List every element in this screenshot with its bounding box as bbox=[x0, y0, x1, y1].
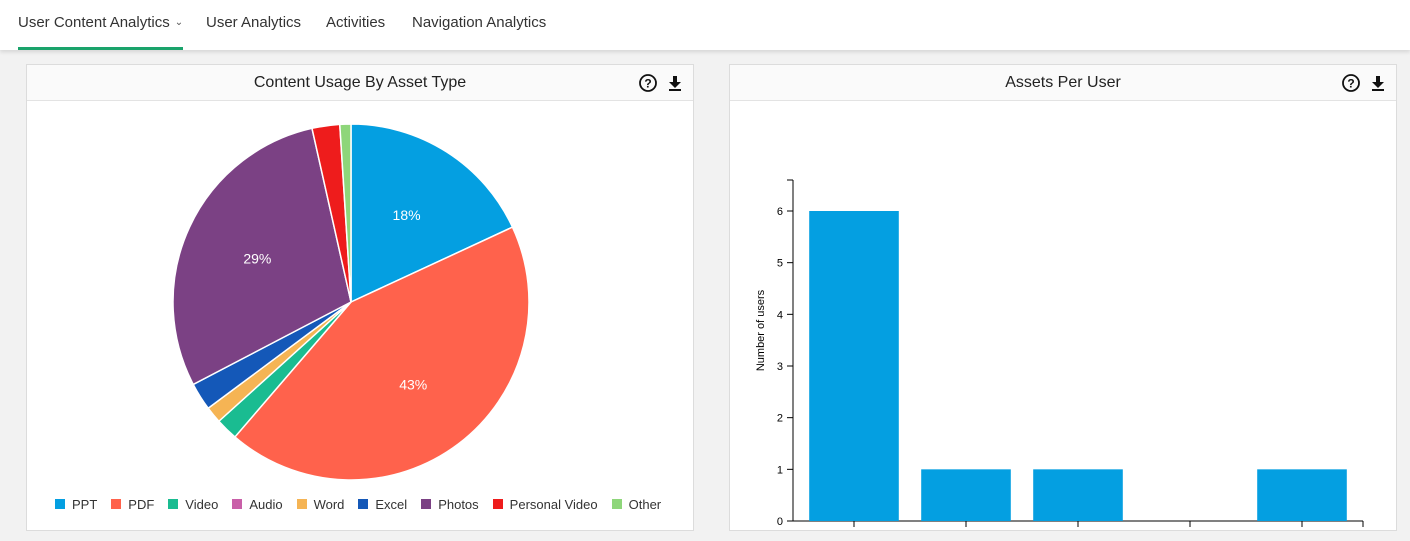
panel-title: Content Usage By Asset Type bbox=[27, 65, 693, 101]
legend-label: PPT bbox=[72, 497, 97, 512]
legend-swatch bbox=[168, 499, 178, 509]
tab-activities[interactable]: Activities bbox=[326, 0, 385, 50]
bar-3[interactable] bbox=[1033, 469, 1123, 521]
legend-item-excel[interactable]: Excel bbox=[358, 497, 407, 512]
pie-legend: PPT PDF Video Audio Word Excel Photos Personal … bbox=[55, 497, 675, 512]
assets-per-user-panel: Assets Per User ? 01234561 - 1011 - 2021… bbox=[729, 64, 1397, 531]
legend-swatch bbox=[493, 499, 503, 509]
legend-label: Excel bbox=[375, 497, 407, 512]
pie-data-label: 29% bbox=[243, 251, 271, 267]
legend-label: Other bbox=[629, 497, 662, 512]
top-navigation: User Content Analytics ⌄ User Analytics A… bbox=[0, 0, 1410, 50]
y-tick-label: 6 bbox=[777, 206, 783, 218]
tab-user-content-analytics[interactable]: User Content Analytics ⌄ bbox=[18, 0, 183, 50]
legend-label: Photos bbox=[438, 497, 478, 512]
y-tick-label: 1 bbox=[777, 464, 783, 476]
help-icon[interactable]: ? bbox=[1341, 73, 1361, 93]
download-icon[interactable] bbox=[1368, 73, 1388, 93]
pie-data-label: 43% bbox=[399, 376, 427, 392]
legend-item-pdf[interactable]: PDF bbox=[111, 497, 154, 512]
tab-label: User Content Analytics bbox=[18, 14, 170, 31]
legend-label: Video bbox=[185, 497, 218, 512]
panel-title: Assets Per User bbox=[730, 65, 1396, 101]
y-axis-label: Number of users bbox=[755, 289, 767, 371]
y-tick-label: 3 bbox=[777, 361, 783, 373]
y-tick-label: 0 bbox=[777, 516, 783, 528]
legend-label: Personal Video bbox=[510, 497, 598, 512]
legend-swatch bbox=[612, 499, 622, 509]
bar-2[interactable] bbox=[921, 469, 1011, 521]
legend-swatch bbox=[358, 499, 368, 509]
chevron-down-icon: ⌄ bbox=[175, 0, 183, 46]
y-tick-label: 4 bbox=[777, 309, 783, 321]
legend-swatch bbox=[297, 499, 307, 509]
legend-swatch bbox=[55, 499, 65, 509]
content-usage-panel: Content Usage By Asset Type ? 18% 43% 29% … bbox=[26, 64, 694, 531]
tab-navigation-analytics[interactable]: Navigation Analytics bbox=[412, 0, 546, 50]
legend-label: Audio bbox=[249, 497, 282, 512]
svg-text:?: ? bbox=[1347, 77, 1354, 91]
legend-label: Word bbox=[314, 497, 345, 512]
legend-item-video[interactable]: Video bbox=[168, 497, 218, 512]
y-tick-label: 5 bbox=[777, 258, 783, 270]
y-tick-label: 2 bbox=[777, 413, 783, 425]
legend-item-ppt[interactable]: PPT bbox=[55, 497, 97, 512]
tab-user-analytics[interactable]: User Analytics bbox=[206, 0, 301, 50]
legend-item-other[interactable]: Other bbox=[612, 497, 662, 512]
legend-item-word[interactable]: Word bbox=[297, 497, 345, 512]
legend-item-personal-video[interactable]: Personal Video bbox=[493, 497, 598, 512]
bar-1[interactable] bbox=[809, 211, 899, 521]
pie-chart: 18% 43% 29% bbox=[27, 102, 693, 492]
help-icon[interactable]: ? bbox=[638, 73, 658, 93]
legend-swatch bbox=[421, 499, 431, 509]
download-icon[interactable] bbox=[665, 73, 685, 93]
bar-chart: 01234561 - 1011 - 2021 - 3031 - 4041 - 5… bbox=[730, 102, 1396, 530]
legend-item-photos[interactable]: Photos bbox=[421, 497, 478, 512]
panel-header: Assets Per User ? bbox=[730, 65, 1396, 101]
svg-text:?: ? bbox=[644, 77, 651, 91]
bar-5[interactable] bbox=[1257, 469, 1347, 521]
panel-header: Content Usage By Asset Type ? bbox=[27, 65, 693, 101]
pie-data-label: 18% bbox=[393, 207, 421, 223]
legend-item-audio[interactable]: Audio bbox=[232, 497, 282, 512]
legend-swatch bbox=[232, 499, 242, 509]
legend-swatch bbox=[111, 499, 121, 509]
legend-label: PDF bbox=[128, 497, 154, 512]
